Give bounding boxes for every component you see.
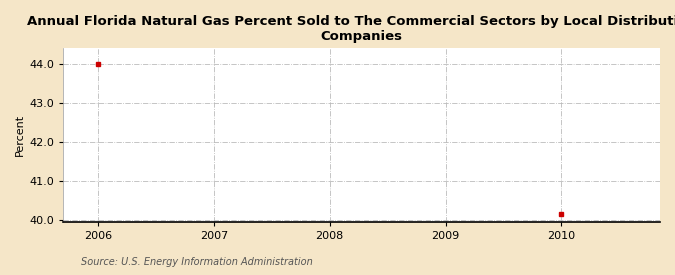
Title: Annual Florida Natural Gas Percent Sold to The Commercial Sectors by Local Distr: Annual Florida Natural Gas Percent Sold … xyxy=(26,15,675,43)
Text: Source: U.S. Energy Information Administration: Source: U.S. Energy Information Administ… xyxy=(81,257,313,267)
Y-axis label: Percent: Percent xyxy=(15,114,25,156)
